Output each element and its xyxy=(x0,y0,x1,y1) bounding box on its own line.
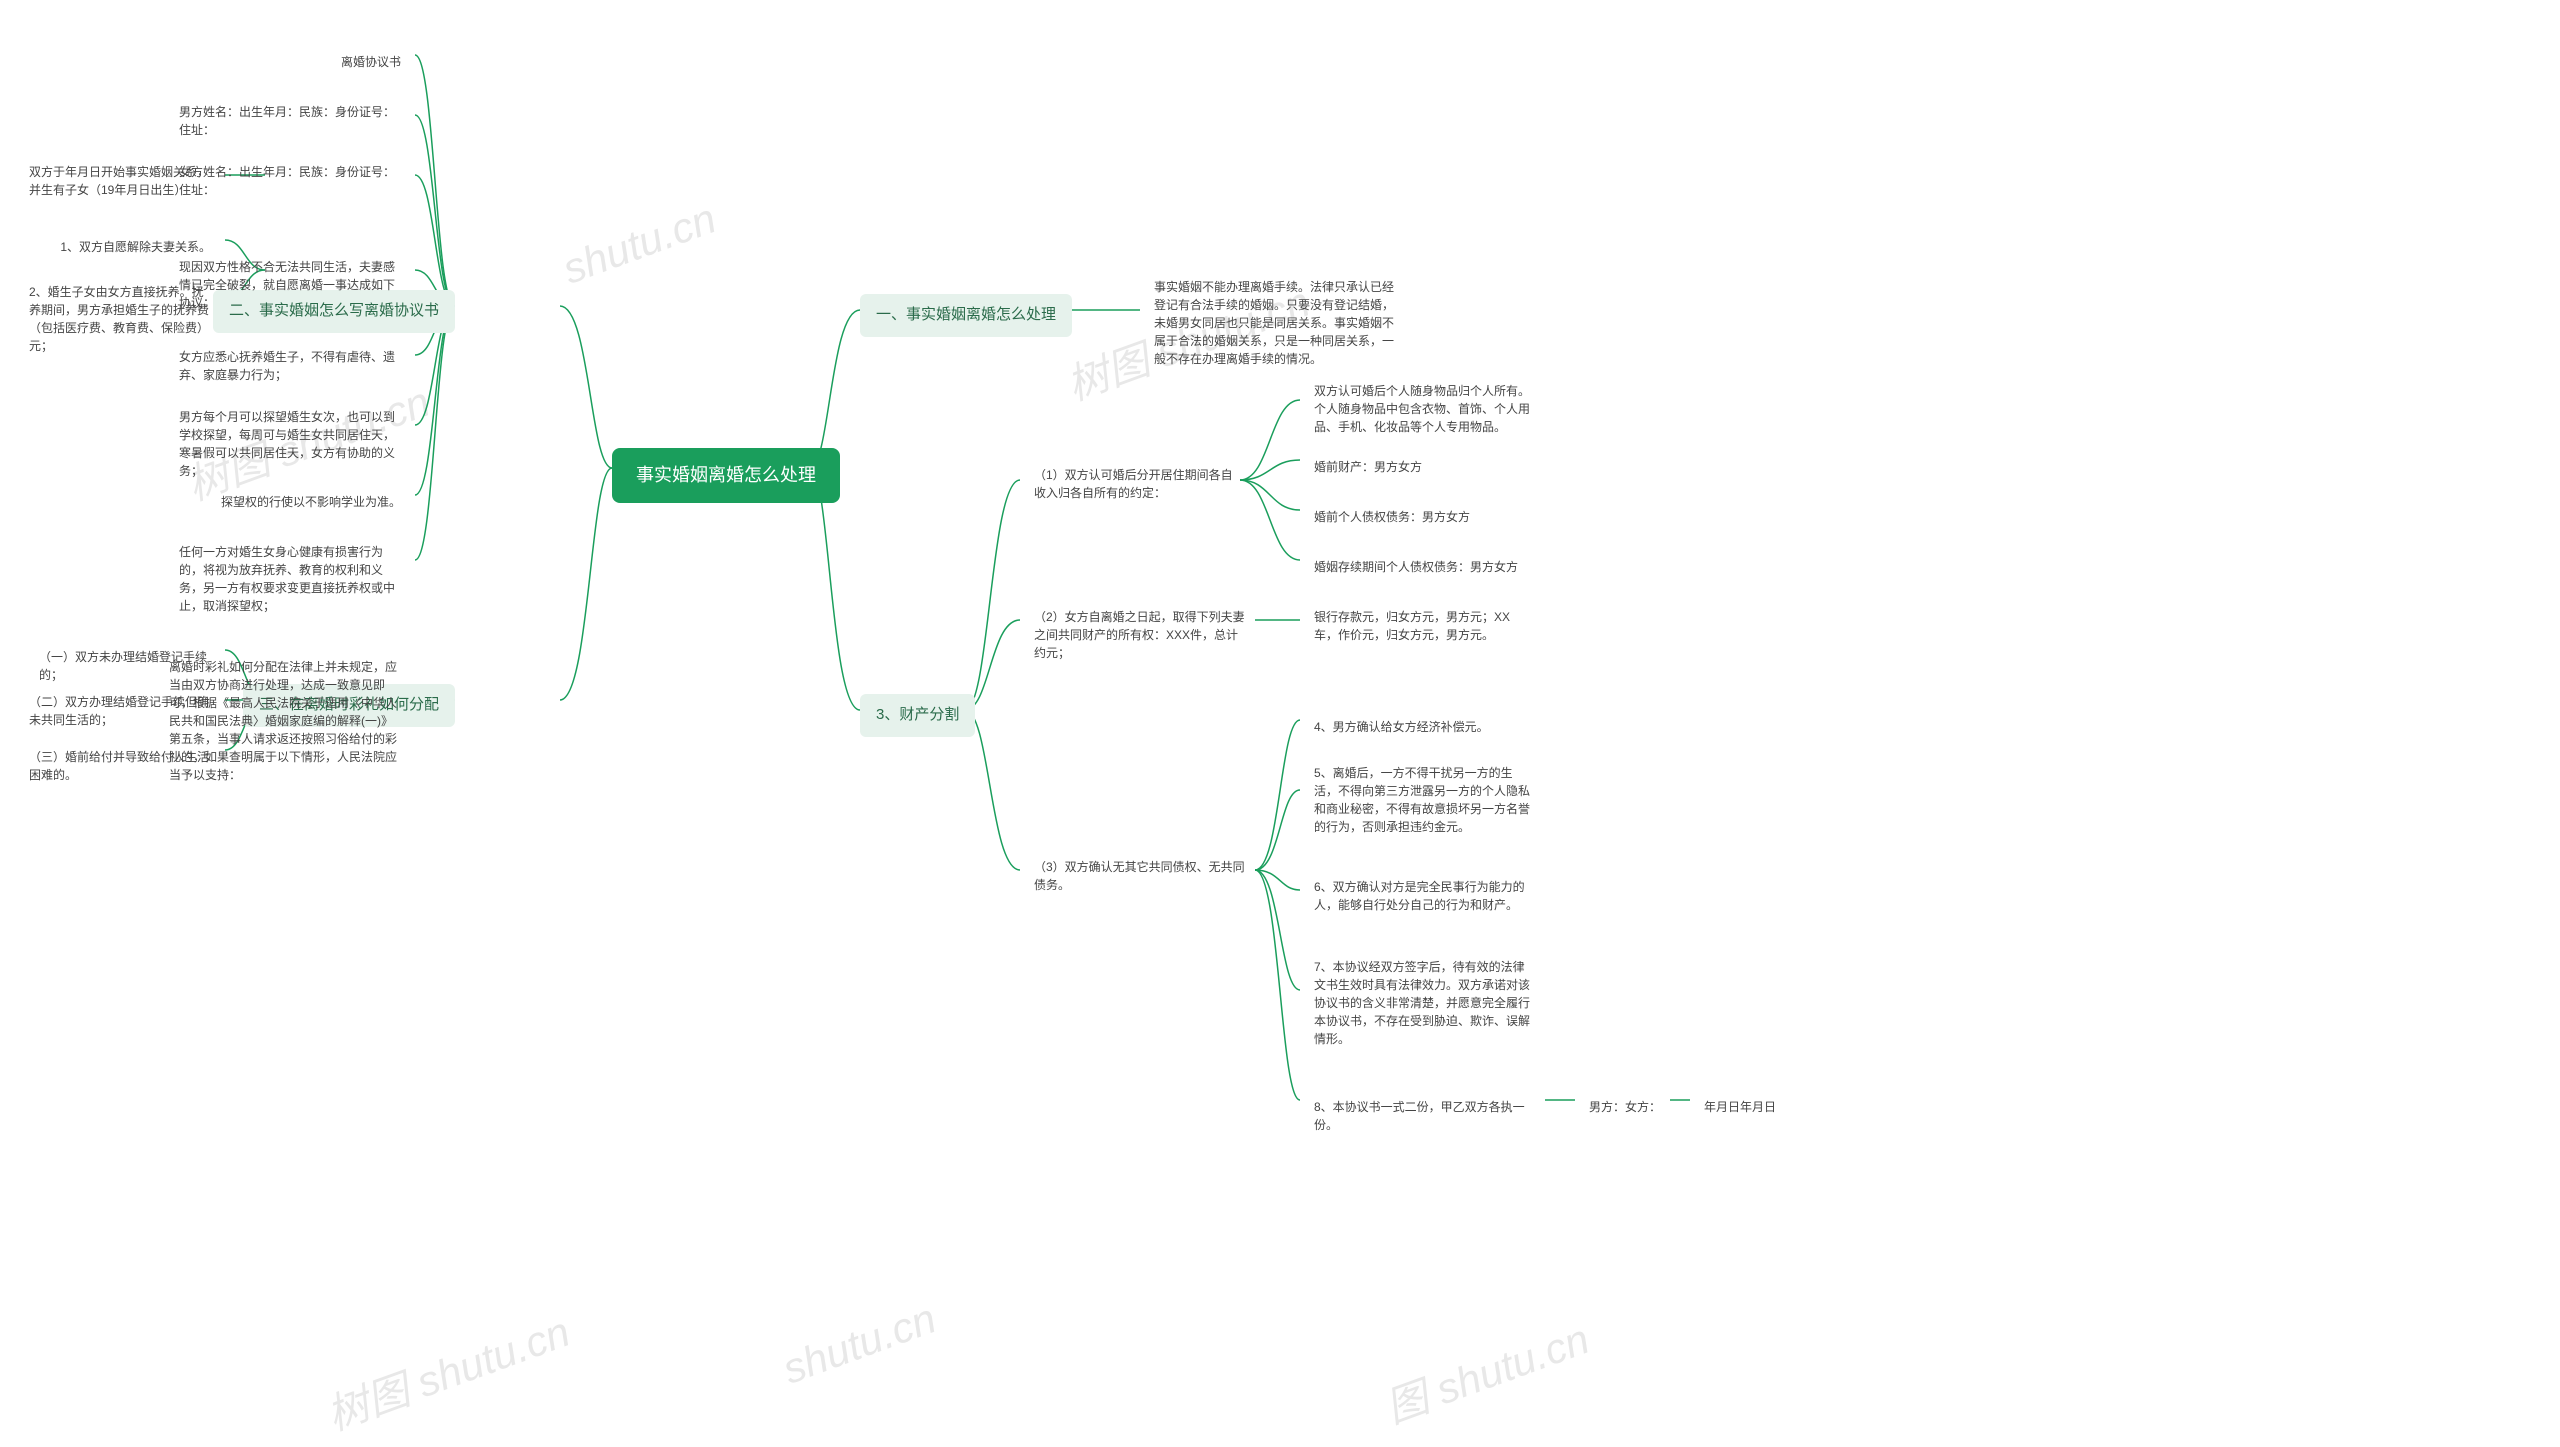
prop-sub2: （2）女方自离婚之日起，取得下列夫妻之间共同财产的所有权：XXX件，总计约元； xyxy=(1020,600,1260,670)
prop-sub3-l8b: 年月日年月日 xyxy=(1690,1090,1790,1124)
prop-sub1-l2: 婚前财产：男方女方 xyxy=(1300,450,1436,484)
prop-sub3-l6: 6、双方确认对方是完全民事行为能力的人，能够自行处分自己的行为和财产。 xyxy=(1300,870,1550,922)
b2-l4-s1: 1、双方自愿解除夫妻关系。 xyxy=(46,230,225,264)
prop-sub3-l4: 4、男方确认给女方经济补偿元。 xyxy=(1300,710,1503,744)
prop-sub2-l1: 银行存款元，归女方元，男方元；XX车，作价元，归女方元，男方元。 xyxy=(1300,600,1540,652)
prop-sub3-l8: 8、本协议书一式二份，甲乙双方各执一份。 xyxy=(1300,1090,1550,1142)
root-node[interactable]: 事实婚姻离婚怎么处理 xyxy=(612,448,840,503)
prop-sub1: （1）双方认可婚后分开居住期间各自收入归各自所有的约定： xyxy=(1020,458,1250,510)
watermark: shutu.cn xyxy=(777,1294,943,1393)
b2-l1: 离婚协议书 xyxy=(327,45,415,79)
dowry-s2: （二）双方办理结婚登记手续但确未共同生活的； xyxy=(15,685,225,737)
prop-sub1-l3: 婚前个人债权债务：男方女方 xyxy=(1300,500,1484,534)
b2-l8: 任何一方对婚生女身心健康有损害行为的，将视为放弃抚养、教育的权利和义务，另一方有… xyxy=(165,535,415,623)
prop-sub3-l7: 7、本协议经双方签字后，待有效的法律文书生效时具有法律效力。双方承诺对该协议书的… xyxy=(1300,950,1550,1056)
b2-l7: 探望权的行使以不影响学业为准。 xyxy=(207,485,415,519)
prop-sub1-l4: 婚姻存续期间个人债权债务：男方女方 xyxy=(1300,550,1532,584)
b2-l2: 男方姓名：出生年月：民族：身份证号：住址： xyxy=(165,95,415,147)
prop-sub1-l1: 双方认可婚后个人随身物品归个人所有。个人随身物品中包含衣物、首饰、个人用品、手机… xyxy=(1300,374,1550,444)
watermark: 树图 shutu.cn xyxy=(317,1298,577,1442)
branch-1-leaf: 事实婚姻不能办理离婚手续。法律只承认已经登记有合法手续的婚姻。只要没有登记结婚，… xyxy=(1140,270,1410,376)
prop-sub3: （3）双方确认无其它共同债权、无共同债务。 xyxy=(1020,850,1260,902)
watermark: shutu.cn xyxy=(557,194,723,293)
b2-l5: 女方应悉心抚养婚生子，不得有虐待、遗弃、家庭暴力行为； xyxy=(165,340,415,392)
dowry-s3: （三）婚前给付并导致给付人生活困难的。 xyxy=(15,740,225,792)
prop-sub3-l8a: 男方：女方： xyxy=(1575,1090,1675,1124)
branch-property[interactable]: 3、财产分割 xyxy=(860,694,975,737)
branch-1[interactable]: 一、事实婚姻离婚怎么处理 xyxy=(860,294,1072,337)
b2-l6: 男方每个月可以探望婚生女次，也可以到学校探望，每周可与婚生女共同居住天，寒暑假可… xyxy=(165,400,415,488)
watermark: 图 shutu.cn xyxy=(1376,1306,1597,1436)
b2-l3-sub: 双方于年月日开始事实婚姻关系，并生有子女（19年月日出生） xyxy=(15,155,225,207)
prop-sub3-l5: 5、离婚后，一方不得干扰另一方的生活，不得向第三方泄露另一方的个人隐私和商业秘密… xyxy=(1300,756,1550,844)
